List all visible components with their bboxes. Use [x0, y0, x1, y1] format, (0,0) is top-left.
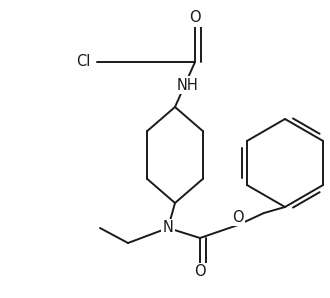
Text: O: O: [232, 209, 244, 224]
Text: O: O: [194, 265, 206, 280]
Text: O: O: [189, 10, 201, 26]
Text: Cl: Cl: [76, 55, 90, 69]
Text: NH: NH: [176, 77, 198, 92]
Text: N: N: [163, 221, 174, 235]
